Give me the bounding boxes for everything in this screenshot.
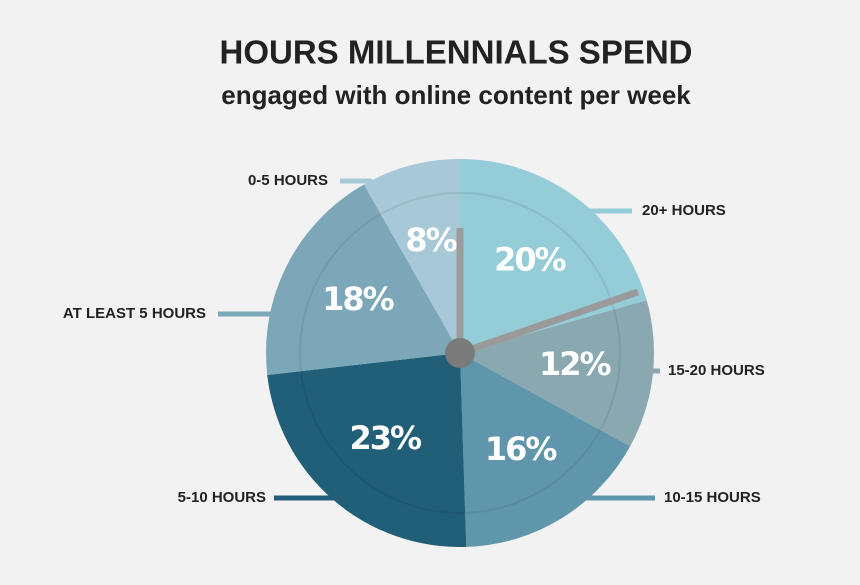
chart-subtitle: engaged with online content per week <box>221 80 691 110</box>
value-label: 20% <box>494 240 567 278</box>
category-label: 0-5 HOURS <box>248 172 328 189</box>
slice <box>363 159 460 353</box>
value-label: 18% <box>322 280 395 318</box>
chart-title: HOURS MILLENNIALS SPEND <box>219 34 692 71</box>
slice <box>267 353 467 547</box>
value-label: 12% <box>539 345 612 383</box>
value-label: 16% <box>485 430 558 468</box>
hand <box>458 288 640 357</box>
category-label: 15-20 HOURS <box>668 362 765 379</box>
slice <box>266 184 460 375</box>
category-label: 20+ HOURS <box>642 202 726 219</box>
category-label: AT LEAST 5 HOURS <box>63 305 206 322</box>
value-label: 8% <box>405 221 457 259</box>
slice <box>460 300 655 447</box>
hand-pivot <box>445 338 475 368</box>
category-label: 5-10 HOURS <box>178 489 266 506</box>
clock-hands <box>445 228 640 368</box>
category-label: 10-15 HOURS <box>664 489 761 506</box>
value-label: 23% <box>350 419 423 457</box>
inner-ring <box>299 192 621 514</box>
labels: 20% 20+ HOURS 12% 15-20 HOURS 16% 10-15 HOURS… <box>63 172 765 506</box>
